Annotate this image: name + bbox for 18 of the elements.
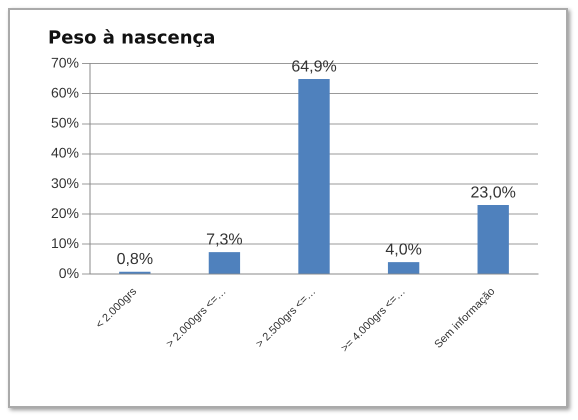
bar bbox=[298, 78, 330, 274]
y-tick-label: 10% bbox=[50, 234, 80, 251]
data-label: 23,0% bbox=[470, 184, 516, 202]
data-label: 64,9% bbox=[291, 58, 337, 76]
y-tick-label: 40% bbox=[50, 144, 80, 161]
bar bbox=[388, 262, 420, 274]
y-tick-label: 60% bbox=[50, 84, 80, 101]
y-tick-label: 50% bbox=[50, 114, 80, 131]
data-label: 7,3% bbox=[206, 232, 243, 249]
y-tick-label: 30% bbox=[50, 174, 80, 191]
chart-title: Peso à nascença bbox=[48, 27, 216, 48]
y-tick-label: 20% bbox=[50, 204, 80, 221]
bar bbox=[208, 252, 240, 274]
data-label: 0,8% bbox=[116, 251, 154, 268]
y-tick-label: 0% bbox=[58, 264, 80, 281]
data-label: 4,0% bbox=[385, 242, 422, 259]
y-tick-label: 70% bbox=[50, 54, 80, 70]
bar bbox=[478, 204, 509, 274]
